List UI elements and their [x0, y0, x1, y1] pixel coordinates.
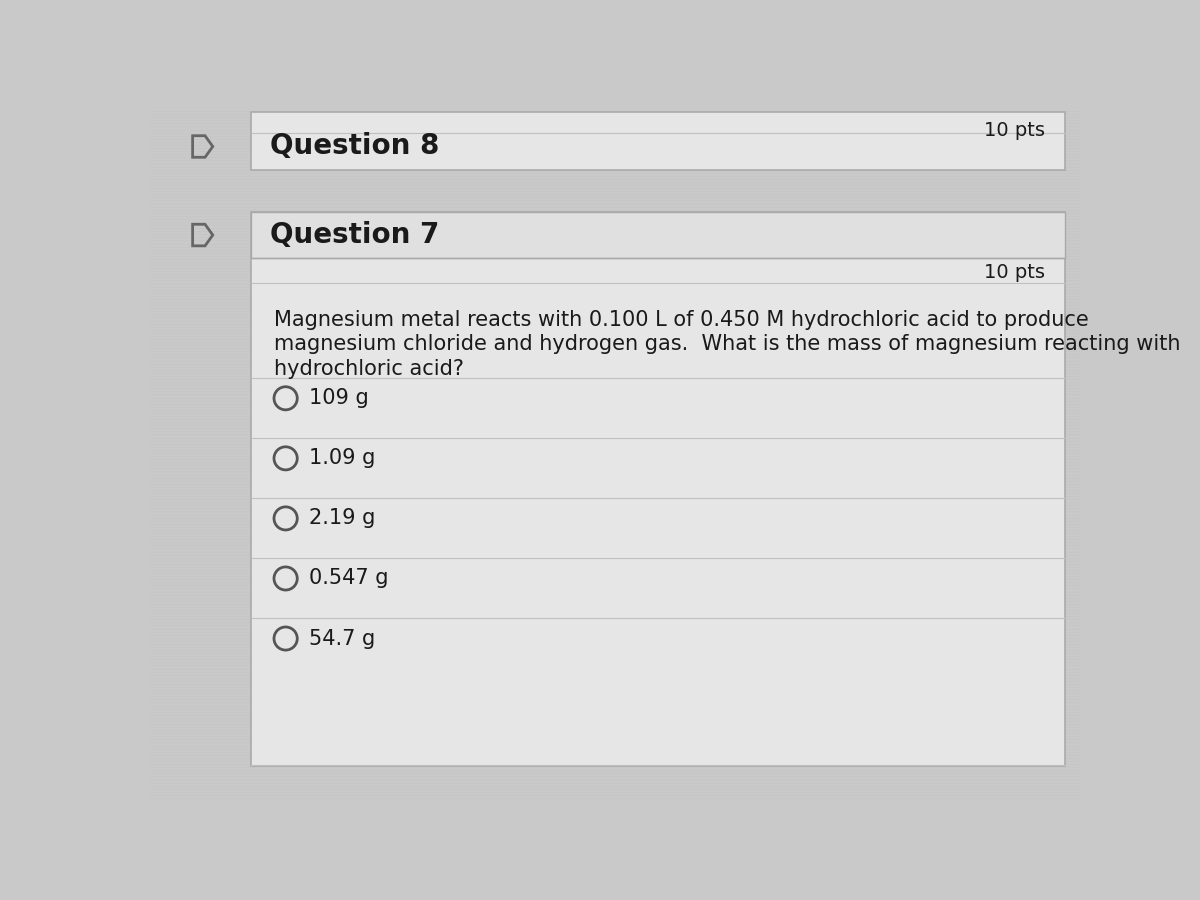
FancyBboxPatch shape: [251, 112, 1064, 169]
Text: Question 7: Question 7: [270, 221, 439, 249]
Text: 1.09 g: 1.09 g: [308, 448, 376, 468]
Text: 2.19 g: 2.19 g: [308, 508, 376, 528]
Text: 10 pts: 10 pts: [984, 122, 1045, 140]
FancyBboxPatch shape: [251, 212, 1064, 767]
Text: hydrochloric acid?: hydrochloric acid?: [274, 359, 464, 379]
Text: Magnesium metal reacts with 0.100 L of 0.450 M hydrochloric acid to produce: Magnesium metal reacts with 0.100 L of 0…: [274, 310, 1088, 329]
Text: 0.547 g: 0.547 g: [308, 569, 389, 589]
Text: 10 pts: 10 pts: [984, 263, 1045, 282]
Text: 54.7 g: 54.7 g: [308, 628, 376, 649]
FancyBboxPatch shape: [251, 212, 1064, 258]
Text: Question 8: Question 8: [270, 132, 439, 160]
Text: magnesium chloride and hydrogen gas.  What is the mass of magnesium reacting wit: magnesium chloride and hydrogen gas. Wha…: [274, 335, 1181, 355]
Text: 109 g: 109 g: [308, 388, 368, 409]
